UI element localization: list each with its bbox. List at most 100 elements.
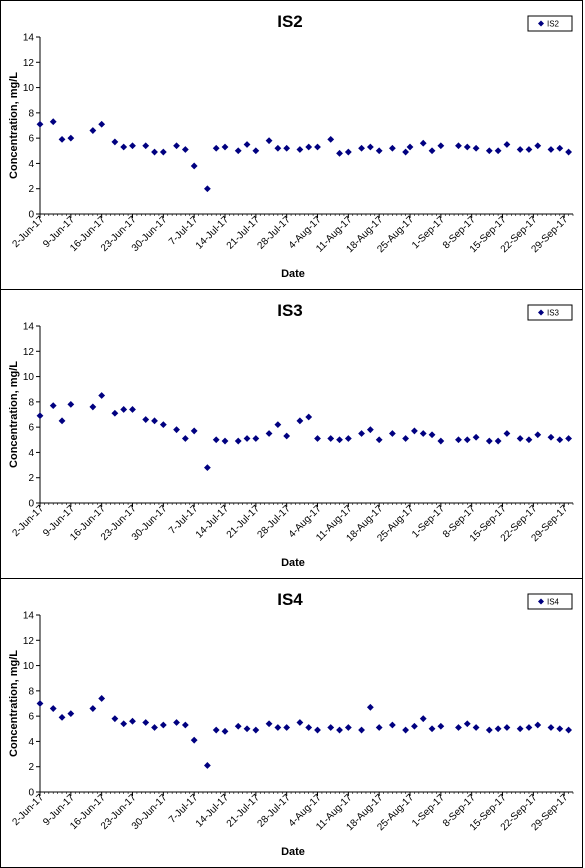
data-point	[344, 148, 352, 156]
data-point	[36, 700, 44, 707]
data-point	[89, 403, 97, 411]
data-point	[494, 725, 502, 733]
data-point	[428, 431, 436, 439]
data-point	[67, 400, 75, 408]
chart-panel-is4: IS4 0 2 4 6 8 10 12 14 2-Jun-17 9-Jun-17 16-Jun-17 2…	[0, 578, 583, 868]
data-point	[142, 416, 150, 423]
data-point	[159, 721, 167, 729]
data-point	[455, 436, 462, 444]
y-tick-label: 0	[28, 499, 34, 510]
data-point	[305, 143, 313, 151]
data-point	[565, 726, 572, 734]
data-point	[173, 426, 180, 434]
data-point	[534, 142, 542, 150]
data-point	[388, 144, 396, 152]
y-tick-label: 10	[23, 83, 35, 94]
data-point	[283, 724, 291, 731]
data-point	[173, 719, 180, 726]
data-point	[89, 127, 97, 134]
y-tick-label: 12	[23, 58, 35, 69]
data-point	[265, 430, 273, 437]
data-point	[129, 406, 136, 413]
data-point	[212, 436, 220, 444]
x-tick-label: 28-Jul-17	[256, 792, 294, 830]
legend-marker	[538, 20, 544, 27]
data-point	[437, 142, 445, 150]
data-point	[375, 724, 383, 731]
data-point	[234, 437, 242, 445]
y-tick-label: 4	[28, 159, 34, 170]
data-point	[58, 136, 66, 143]
data-point	[366, 143, 374, 151]
data-point	[565, 435, 572, 442]
data-point	[419, 430, 427, 437]
data-point	[212, 726, 220, 734]
y-tick-label: 10	[23, 661, 35, 672]
data-point	[525, 146, 533, 153]
data-point	[305, 413, 313, 421]
data-point	[221, 727, 229, 735]
data-point	[58, 714, 66, 721]
data-point	[151, 148, 158, 156]
data-point	[455, 724, 462, 731]
data-point	[411, 722, 418, 730]
data-point	[221, 143, 229, 151]
data-point	[516, 725, 524, 733]
data-point	[402, 148, 410, 156]
chart-is2: IS2024681012142-Jun-179-Jun-1716-Jun-172…	[8, 12, 574, 280]
x-axis-label: Date	[281, 557, 305, 569]
legend-label: IS3	[547, 309, 560, 318]
data-point	[494, 437, 502, 445]
data-point	[36, 120, 44, 128]
data-point	[120, 720, 128, 728]
data-point	[358, 726, 365, 734]
y-tick-label: 14	[23, 33, 35, 44]
data-point	[151, 417, 158, 425]
data-point	[336, 149, 343, 157]
data-point	[265, 137, 273, 145]
data-point	[375, 436, 383, 444]
data-point	[296, 417, 304, 425]
data-point	[534, 721, 542, 729]
data-point	[265, 720, 273, 728]
data-point	[547, 146, 555, 153]
x-tick-label: 1-Sep-17	[410, 214, 447, 251]
x-tick-label: 28-Jul-17	[256, 503, 294, 541]
data-point	[516, 146, 524, 153]
legend-label: IS4	[547, 598, 560, 607]
data-point	[556, 436, 564, 444]
data-point	[406, 143, 414, 151]
data-point	[203, 464, 211, 471]
x-tick-label: 28-Jul-17	[256, 214, 294, 252]
data-point	[419, 139, 427, 147]
data-point	[556, 144, 564, 152]
data-point	[58, 417, 66, 425]
y-tick-label: 2	[28, 473, 34, 484]
data-point	[243, 435, 251, 442]
y-tick-label: 8	[28, 397, 34, 408]
data-point	[181, 146, 189, 153]
data-point	[314, 435, 321, 442]
data-point	[402, 435, 410, 442]
y-axis-label: Concentration, mg/L	[8, 650, 20, 757]
data-point	[534, 431, 542, 439]
data-point	[358, 144, 365, 152]
legend-label: IS2	[547, 20, 560, 29]
data-point	[129, 142, 136, 150]
data-point	[49, 118, 57, 126]
y-axis-label: Concentration, mg/L	[8, 72, 20, 179]
y-tick-label: 8	[28, 686, 34, 697]
x-axis-label: Date	[281, 846, 305, 858]
y-tick-label: 2	[28, 184, 34, 195]
data-point	[503, 724, 511, 731]
y-tick-label: 4	[28, 737, 34, 748]
data-point	[463, 436, 471, 444]
data-point	[327, 724, 335, 731]
chart-title: IS4	[277, 590, 303, 609]
data-point	[203, 185, 211, 193]
legend-marker	[538, 598, 544, 605]
data-point	[366, 703, 374, 711]
data-point	[142, 142, 150, 150]
data-point	[525, 724, 533, 731]
data-point	[173, 142, 180, 150]
